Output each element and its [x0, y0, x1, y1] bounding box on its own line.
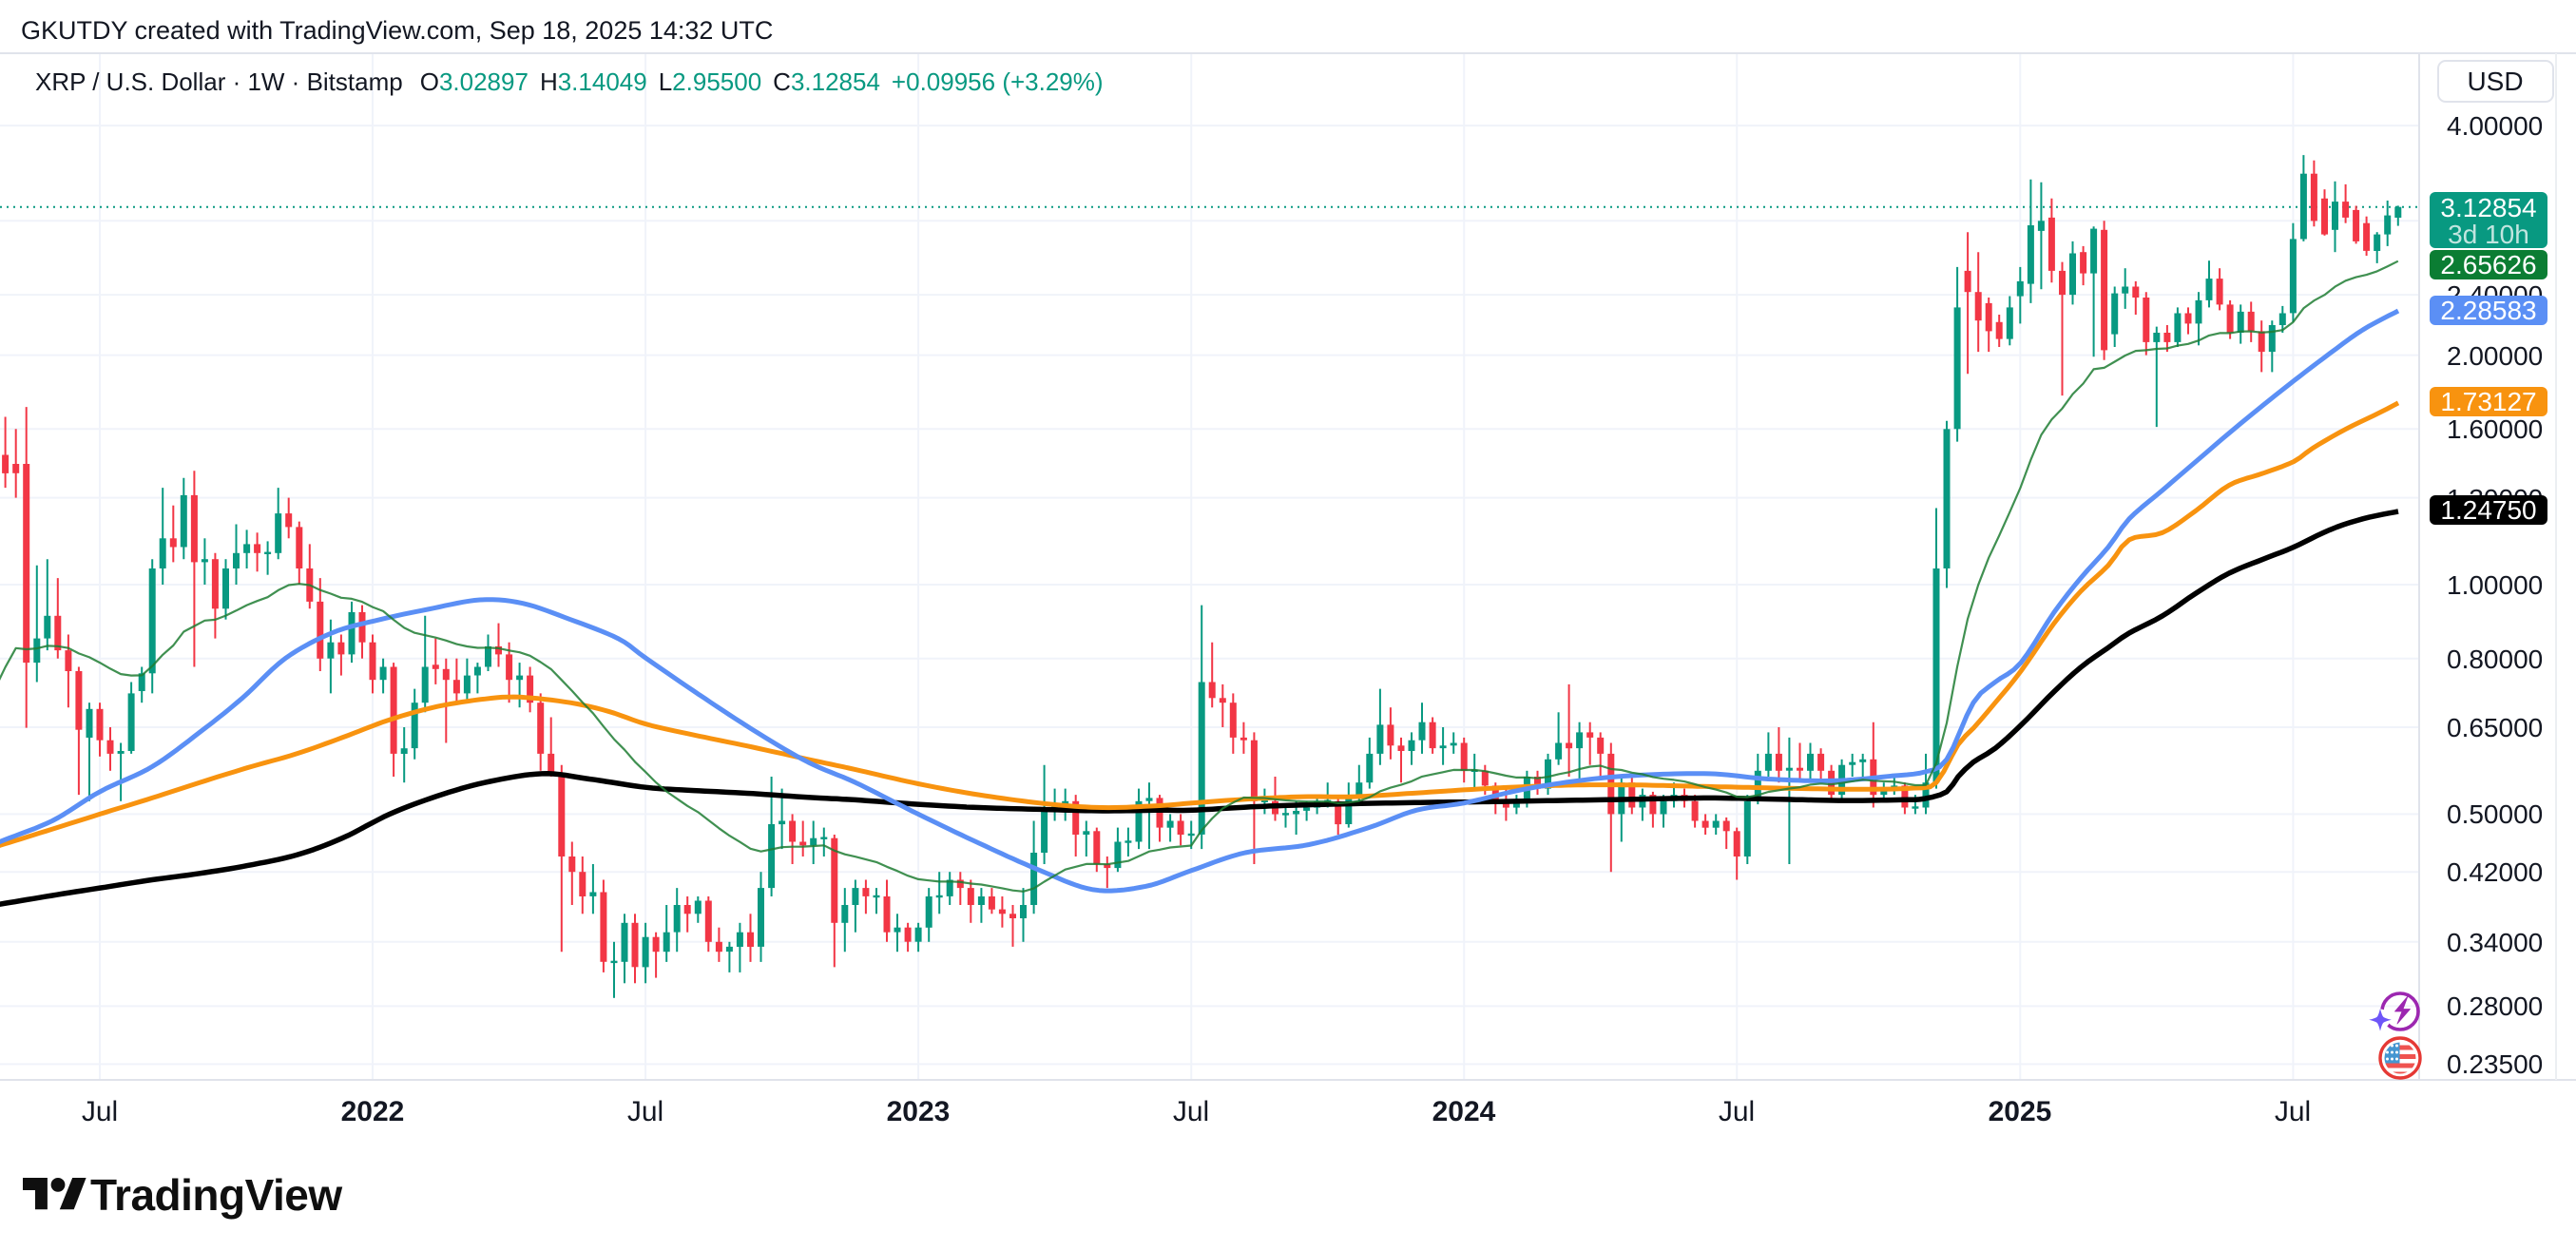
svg-text:2022: 2022: [341, 1096, 405, 1127]
svg-text:2025: 2025: [1989, 1096, 2052, 1127]
svg-text:0.50000: 0.50000: [2447, 799, 2543, 829]
svg-text:0.28000: 0.28000: [2447, 991, 2543, 1021]
svg-text:USD: USD: [2467, 67, 2523, 96]
svg-text:Jul: Jul: [627, 1096, 663, 1127]
svg-text:XRP / U.S. Dollar · 1W · Bitst: XRP / U.S. Dollar · 1W · Bitstamp O3.0289…: [35, 67, 1104, 96]
svg-text:2.00000: 2.00000: [2447, 341, 2543, 371]
svg-text:Jul: Jul: [1719, 1096, 1755, 1127]
svg-text:Jul: Jul: [2275, 1096, 2311, 1127]
svg-text:TradingView: TradingView: [90, 1170, 342, 1220]
svg-text:1.73127: 1.73127: [2440, 387, 2536, 416]
svg-text:2.65626: 2.65626: [2440, 250, 2536, 279]
svg-text:3.12854: 3.12854: [2440, 193, 2536, 222]
svg-text:0.65000: 0.65000: [2447, 713, 2543, 742]
svg-text:0.23500: 0.23500: [2447, 1049, 2543, 1079]
svg-text:2.28583: 2.28583: [2440, 296, 2536, 325]
svg-text:3d 10h: 3d 10h: [2448, 220, 2529, 249]
svg-text:0.42000: 0.42000: [2447, 857, 2543, 887]
svg-text:Jul: Jul: [1173, 1096, 1209, 1127]
svg-text:0.80000: 0.80000: [2447, 645, 2543, 674]
svg-text:0.34000: 0.34000: [2447, 928, 2543, 957]
svg-text:2023: 2023: [887, 1096, 951, 1127]
svg-text:4.00000: 4.00000: [2447, 111, 2543, 141]
svg-text:1.00000: 1.00000: [2447, 570, 2543, 600]
svg-text:2024: 2024: [1432, 1096, 1496, 1127]
svg-text:1.60000: 1.60000: [2447, 414, 2543, 444]
svg-text:Jul: Jul: [82, 1096, 118, 1127]
svg-text:1.24750: 1.24750: [2440, 495, 2536, 525]
svg-text:GKUTDY created with TradingVie: GKUTDY created with TradingView.com, Sep…: [21, 16, 773, 45]
